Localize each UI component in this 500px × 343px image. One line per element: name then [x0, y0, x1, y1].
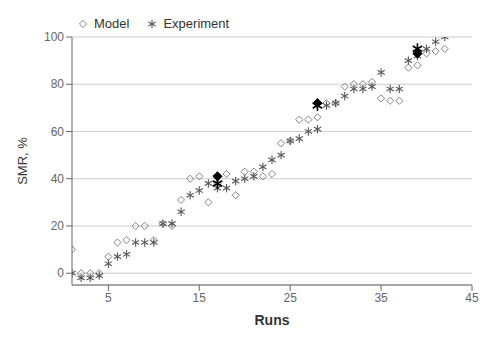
- svg-text:SMR, %: SMR, %: [15, 137, 30, 185]
- svg-text:35: 35: [374, 291, 388, 305]
- svg-text:100: 100: [44, 30, 64, 44]
- svg-text:15: 15: [193, 291, 207, 305]
- svg-text:Runs: Runs: [255, 312, 290, 328]
- svg-text:45: 45: [465, 291, 479, 305]
- svg-text:20: 20: [51, 219, 65, 233]
- svg-text:0: 0: [57, 266, 64, 280]
- svg-text:80: 80: [51, 77, 65, 91]
- html-text:Experiment: Experiment: [163, 16, 230, 31]
- svg-text:5: 5: [105, 291, 112, 305]
- svg-text:25: 25: [284, 291, 298, 305]
- svg-text:60: 60: [51, 125, 65, 139]
- html-text:Model: Model: [94, 16, 130, 31]
- svg-text:40: 40: [51, 172, 65, 186]
